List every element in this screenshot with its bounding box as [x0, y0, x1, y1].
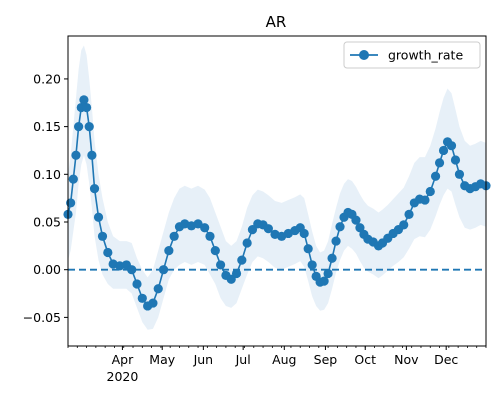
data-point [450, 155, 461, 165]
x-tick-label: May [149, 352, 175, 367]
data-point [158, 265, 169, 275]
data-point [355, 223, 365, 233]
confidence-band-layer [68, 45, 486, 330]
data-point [132, 279, 142, 289]
data-point [319, 276, 329, 286]
data-point [335, 222, 345, 232]
data-point [430, 171, 441, 181]
data-point [169, 231, 179, 241]
confidence-band [68, 45, 486, 330]
y-tick-label: 0.20 [33, 71, 61, 86]
data-point [153, 284, 163, 294]
data-point [420, 195, 430, 205]
data-point [89, 184, 100, 194]
data-point [399, 220, 409, 230]
legend: growth_rate [343, 41, 481, 69]
data-point [331, 236, 341, 246]
x-tick-label: Dec [434, 352, 458, 367]
x-tick-label: Nov [394, 352, 419, 367]
x-tick-sublabel: 2020 [107, 369, 139, 384]
x-tick-label: Apr [112, 352, 134, 367]
chart-title: AR [266, 13, 287, 31]
y-tick-label: 0.05 [33, 215, 61, 230]
legend-box [343, 41, 481, 69]
y-tick-label: 0.10 [33, 167, 61, 182]
data-point [242, 238, 252, 248]
data-point [66, 198, 76, 208]
data-point [327, 253, 337, 263]
data-point [231, 268, 242, 279]
data-point [148, 298, 158, 308]
y-axis: −0.05 0.00 0.05 0.10 0.15 0.20 [23, 71, 68, 325]
data-point [351, 215, 361, 225]
data-point [454, 169, 465, 179]
data-point [79, 95, 89, 105]
y-tick-label: 0.15 [33, 119, 61, 134]
data-point [137, 293, 147, 303]
data-point [93, 212, 104, 222]
data-point [87, 150, 97, 160]
data-point [84, 122, 94, 132]
x-tick-label: Sep [314, 352, 338, 367]
data-point [200, 223, 210, 233]
data-point [307, 260, 317, 270]
data-point [74, 122, 84, 132]
data-point [164, 246, 174, 256]
data-point [216, 260, 226, 270]
data-point [299, 228, 309, 239]
y-tick-label: 0.00 [33, 262, 61, 277]
data-point [434, 158, 445, 168]
data-point [323, 268, 333, 279]
data-point [71, 150, 81, 160]
x-tick-label: Oct [354, 352, 376, 367]
data-point [425, 186, 435, 197]
data-point [103, 247, 113, 258]
data-point [97, 231, 108, 241]
data-point [68, 174, 78, 184]
data-point [237, 255, 247, 265]
x-tick-label: Aug [272, 352, 296, 367]
x-tick-label: Jul [235, 352, 251, 367]
data-point [446, 141, 457, 151]
data-point [210, 246, 220, 256]
data-point [81, 102, 92, 113]
data-point [404, 209, 414, 219]
x-tick-label: Jun [193, 352, 214, 367]
data-point [438, 145, 449, 156]
data-point [303, 244, 313, 254]
plot-frame [67, 35, 487, 347]
x-axis: Apr 2020 May Jun Jul Aug Sep Oct Nov Dec [67, 346, 487, 384]
y-tick-label: −0.05 [23, 310, 61, 325]
legend-label: growth_rate [388, 48, 463, 63]
legend-marker-swatch [359, 50, 369, 60]
data-point [205, 231, 215, 241]
series-marker-layer [63, 95, 491, 311]
data-point [127, 265, 137, 275]
data-point [263, 224, 273, 234]
